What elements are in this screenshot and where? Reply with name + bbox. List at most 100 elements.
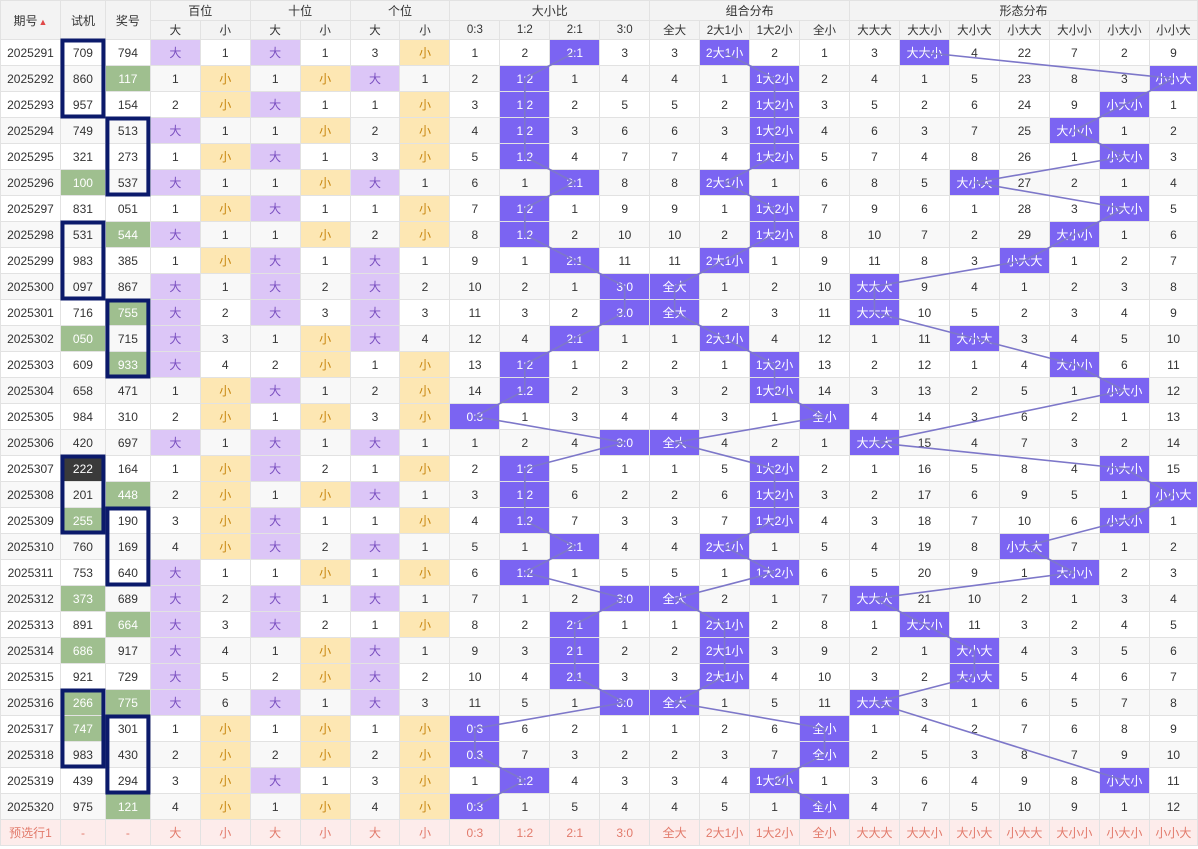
predict-cell[interactable]: 2大1小 bbox=[699, 819, 751, 846]
ge-cell: 1 bbox=[349, 195, 401, 222]
ratio-cell: 1 bbox=[549, 351, 601, 378]
ratio-cell: 3:0 bbox=[599, 299, 651, 326]
shape-cell: 1 bbox=[948, 689, 1000, 716]
ratio-cell: 2 bbox=[549, 91, 601, 118]
ratio-cell: 3 bbox=[449, 481, 501, 508]
shi-cell: 大 bbox=[249, 377, 301, 404]
ratio-cell: 1 bbox=[449, 39, 501, 66]
predict-cell[interactable]: 小 bbox=[399, 819, 451, 846]
shi-cell: 小 bbox=[299, 169, 351, 196]
combo-cell: 11 bbox=[799, 299, 850, 326]
predict-cell[interactable]: 大 bbox=[149, 819, 201, 846]
predict-cell[interactable]: 大大大 bbox=[849, 819, 900, 846]
predict-cell[interactable]: 1大2小 bbox=[749, 819, 801, 846]
shape-cell: 7 bbox=[998, 429, 1050, 456]
jianghao-cell: 794 bbox=[104, 39, 151, 66]
ratio-cell: 10 bbox=[599, 221, 651, 248]
shape-cell: 大小小 bbox=[1048, 117, 1100, 144]
shi-cell: 小 bbox=[299, 715, 351, 742]
combo-cell: 4 bbox=[799, 117, 850, 144]
table-row: 2025317 747 301 1 小 1 小 1 小 0:3 6 2 1 1 2 6 全小 1 4 2 7 6 8 9 bbox=[0, 715, 1198, 742]
combo-cell: 2 bbox=[649, 637, 701, 664]
combo-cell: 1 bbox=[699, 195, 751, 222]
shi-cell: 大 bbox=[249, 299, 301, 326]
combo-cell: 6 bbox=[799, 169, 850, 196]
bai-cell: 1 bbox=[199, 429, 251, 456]
header-sub: 1大2小 bbox=[749, 20, 801, 40]
shi-cell: 1 bbox=[299, 143, 351, 170]
period-cell: 2025299 bbox=[0, 247, 61, 274]
ratio-cell: 10 bbox=[449, 273, 501, 300]
bai-cell: 大 bbox=[149, 325, 201, 352]
shape-cell: 1 bbox=[948, 351, 1000, 378]
ratio-cell: 3 bbox=[599, 39, 651, 66]
combo-cell: 1大2小 bbox=[749, 91, 801, 118]
predict-cell[interactable]: 小小大 bbox=[1148, 819, 1198, 846]
header-group: 大小比 bbox=[449, 0, 651, 21]
shi-cell: 大 bbox=[249, 91, 301, 118]
ratio-cell: 2 bbox=[549, 299, 601, 326]
predict-cell[interactable]: 小 bbox=[199, 819, 251, 846]
ratio-cell: 4 bbox=[499, 325, 551, 352]
combo-cell: 全大 bbox=[649, 429, 701, 456]
predict-cell[interactable]: 3:0 bbox=[599, 819, 651, 846]
shape-cell: 1 bbox=[1048, 585, 1100, 612]
table-row: 2025306 420 697 大 1 大 1 大 1 1 2 4 3:0 全大 4 2 1 大大大 15 4 7 3 2 1… bbox=[0, 429, 1198, 456]
predict-cell[interactable]: 大小大 bbox=[948, 819, 1000, 846]
combo-cell: 5 bbox=[699, 793, 751, 820]
shape-cell: 2 bbox=[1148, 533, 1198, 560]
ratio-cell: 2 bbox=[599, 351, 651, 378]
ge-cell: 1 bbox=[349, 715, 401, 742]
predict-cell[interactable]: 小 bbox=[299, 819, 351, 846]
ratio-cell: 2:1 bbox=[549, 325, 601, 352]
shiji-cell: 760 bbox=[59, 533, 106, 560]
header-period[interactable]: 期号▲ bbox=[0, 0, 61, 40]
shape-cell: 1 bbox=[1098, 793, 1150, 820]
table-row: 2025308 201 448 2 小 1 小大 1 3 1:2 6 2 2 6 1大2小 3 2 17 6 9 5 1 小… bbox=[0, 481, 1198, 508]
shape-cell: 4 bbox=[849, 793, 900, 820]
predict-cell[interactable]: 0:3 bbox=[449, 819, 501, 846]
shi-cell: 小 bbox=[299, 637, 351, 664]
shape-cell: 8 bbox=[1148, 689, 1198, 716]
predict-cell[interactable]: 1:2 bbox=[499, 819, 551, 846]
shape-cell: 大大大 bbox=[849, 299, 900, 326]
shape-cell: 8 bbox=[998, 455, 1050, 482]
predict-cell[interactable]: 全小 bbox=[799, 819, 850, 846]
shape-cell: 小小大 bbox=[1148, 481, 1198, 508]
shape-cell: 6 bbox=[998, 403, 1050, 430]
shi-cell: 小 bbox=[299, 65, 351, 92]
bai-cell: 4 bbox=[199, 351, 251, 378]
shape-cell: 9 bbox=[998, 481, 1050, 508]
shape-cell: 6 bbox=[1048, 507, 1100, 534]
jianghao-cell: 294 bbox=[104, 767, 151, 794]
ge-cell: 小 bbox=[399, 143, 451, 170]
bai-cell: 2 bbox=[199, 299, 251, 326]
sort-icon[interactable]: ▲ bbox=[38, 16, 48, 27]
predict-cell[interactable]: 小大小 bbox=[1098, 819, 1150, 846]
combo-cell: 2 bbox=[649, 351, 701, 378]
header-sub: 小 bbox=[399, 20, 451, 40]
predict-cell[interactable]: 2:1 bbox=[549, 819, 601, 846]
predict-cell[interactable]: 大大小 bbox=[898, 819, 950, 846]
ge-cell: 大 bbox=[349, 169, 401, 196]
jianghao-cell: 169 bbox=[104, 533, 151, 560]
combo-cell: 全大 bbox=[649, 273, 701, 300]
shape-cell: 9 bbox=[898, 273, 950, 300]
bai-cell: 小 bbox=[199, 715, 251, 742]
predict-cell[interactable]: 大小小 bbox=[1048, 819, 1100, 846]
combo-cell: 1大2小 bbox=[749, 221, 801, 248]
table-body: 2025291 709 794 大 1 大 1 3 小 1 2 2:1 3 3 2大1小 2 1 3 大大小 4 22 7… bbox=[0, 39, 1198, 846]
combo-cell: 4 bbox=[799, 507, 850, 534]
shi-cell: 1 bbox=[249, 559, 301, 586]
period-cell: 2025301 bbox=[0, 299, 61, 326]
shape-cell: 1 bbox=[998, 273, 1050, 300]
period-cell: 2025305 bbox=[0, 403, 61, 430]
combo-cell: 9 bbox=[799, 247, 850, 274]
predict-cell[interactable]: 大 bbox=[249, 819, 301, 846]
jianghao-cell: 867 bbox=[104, 273, 151, 300]
predict-cell[interactable]: 小大大 bbox=[998, 819, 1050, 846]
bai-cell: 小 bbox=[199, 793, 251, 820]
combo-cell: 6 bbox=[749, 715, 801, 742]
predict-cell[interactable]: 全大 bbox=[649, 819, 701, 846]
predict-cell[interactable]: 大 bbox=[349, 819, 401, 846]
